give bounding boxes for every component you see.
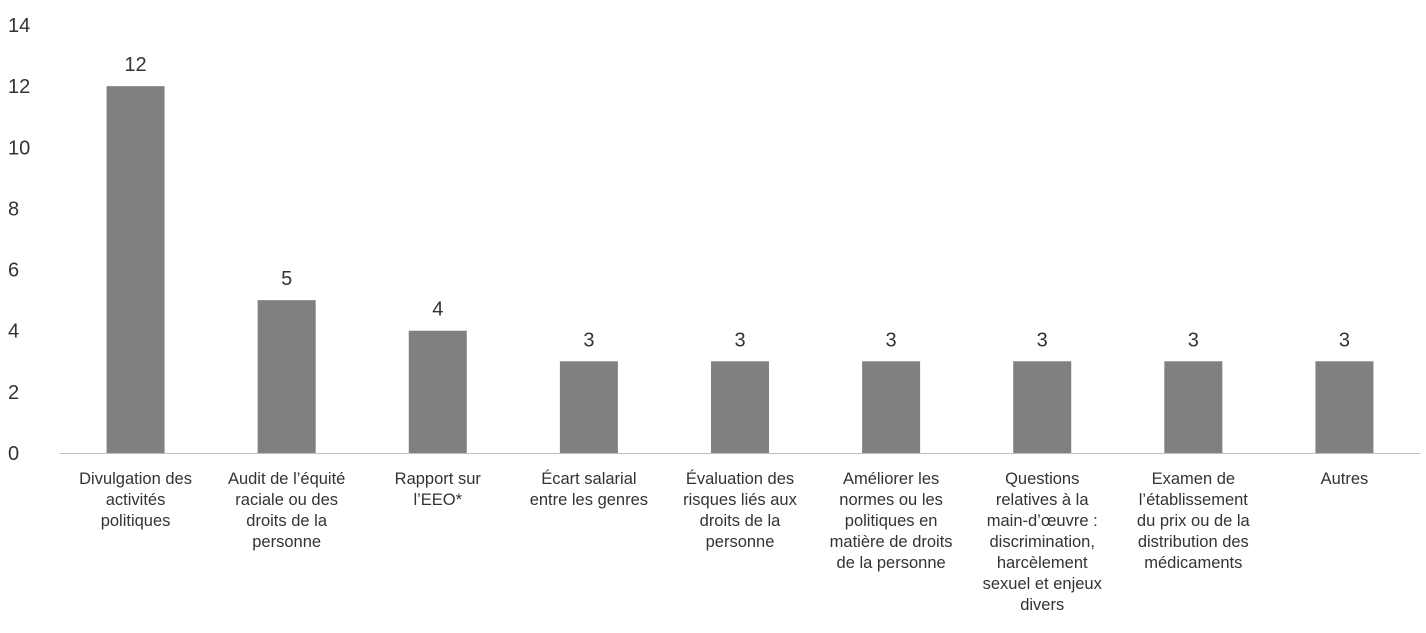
- y-tick-label: 8: [8, 198, 19, 220]
- y-tick-label: 6: [8, 260, 19, 282]
- x-tick-label: Évaluation des risques liés aux droits d…: [683, 470, 797, 551]
- data-label: 5: [281, 268, 292, 290]
- bar: [711, 361, 769, 453]
- x-tick-label: Questions relatives à la main-d’œuvre : …: [982, 470, 1102, 614]
- y-tick-label: 0: [8, 443, 19, 465]
- data-label: 4: [432, 299, 443, 321]
- x-tick-label: Audit de l’équité raciale ou des droits …: [227, 470, 346, 551]
- bar: [1164, 361, 1223, 453]
- data-label: 3: [1339, 329, 1350, 351]
- bar: [408, 330, 467, 453]
- x-tick-label: Écart salarial entre les genres: [529, 470, 649, 509]
- x-tick-label: Examen de l’établissement du prix ou de …: [1136, 470, 1250, 572]
- y-tick-label: 14: [8, 15, 30, 37]
- y-tick-label: 4: [8, 321, 19, 343]
- y-axis-ticks: 0 2 4 6 8 10 12 14: [8, 15, 30, 465]
- x-tick-label: Améliorer les normes ou les politiques e…: [829, 470, 953, 572]
- x-tick-label: Rapport sur l’EEO*: [394, 470, 481, 509]
- bar: [862, 361, 921, 453]
- y-tick-label: 10: [8, 137, 30, 159]
- bar: [559, 361, 618, 453]
- data-label: 3: [1188, 329, 1199, 351]
- data-label: 3: [886, 329, 897, 351]
- data-label: 3: [583, 329, 594, 351]
- bar: [257, 300, 316, 453]
- data-label: 3: [734, 329, 745, 351]
- data-labels: 12 5 4 3 3 3 3 3 3: [124, 54, 1350, 351]
- bar: [1013, 361, 1072, 453]
- y-tick-label: 12: [8, 76, 30, 98]
- bar: [1315, 361, 1374, 453]
- data-label: 3: [1037, 329, 1048, 351]
- bars: [106, 86, 1374, 454]
- bar: [106, 86, 165, 454]
- y-tick-label: 2: [8, 382, 19, 404]
- x-tick-label: Autres: [1320, 470, 1369, 488]
- x-tick-label: Divulgation des activités politiques: [79, 470, 192, 530]
- data-label: 12: [124, 54, 146, 76]
